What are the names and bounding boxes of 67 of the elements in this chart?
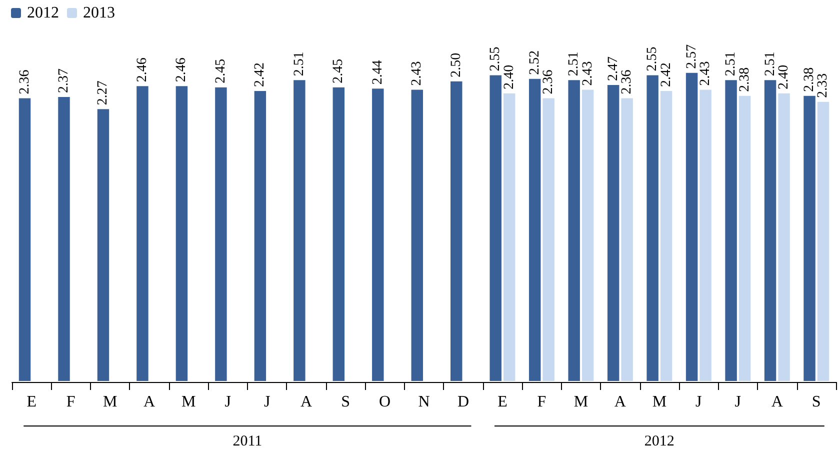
x-tick-label: E [498,394,508,410]
x-tick-label: J [696,394,702,410]
bar [96,108,110,382]
bar [18,97,32,382]
text: 2011 [232,434,262,450]
data-label: 2.57 [684,44,700,69]
data-label: 2.42 [658,62,674,87]
data-label: 2.40 [776,64,792,90]
legend-label: 2012 [27,4,59,22]
data-label: 2.45 [331,58,346,84]
bar [174,85,189,382]
data-label: 2.55 [645,46,660,72]
data-label: 2.37 [56,68,72,94]
x-tick-label: O [378,394,391,410]
bar [450,80,464,382]
legend-label: 2013 [83,4,115,22]
x-tick-label: F [66,394,76,410]
data-label: 2.51 [566,52,582,76]
data-label: 2.36 [541,70,556,94]
bar [332,86,346,382]
x-tick-label: J [734,394,742,410]
data-label: 2.52 [527,50,542,75]
x-tick-label: E [26,394,37,410]
bar [57,96,71,382]
x-tick-label: D [457,394,470,410]
data-label: 2.46 [174,58,190,82]
data-label: 2.27 [96,80,111,106]
x-tick-label: S [341,394,350,410]
data-label: 2.42 [252,62,268,87]
x-tick-label: A [300,394,313,410]
data-label: 2.46 [134,58,150,82]
data-label: 2.38 [802,67,818,92]
data-label: 2.51 [762,52,778,76]
x-tick-label: J [224,394,231,410]
x-tick-label: M [181,394,196,410]
bar [292,79,306,382]
x-tick-label: J [264,394,270,410]
data-label: 2.51 [724,52,739,76]
text: 2012 [644,434,674,450]
x-tick-label: M [574,394,588,410]
x-tick-label: F [537,394,546,410]
data-label: 2.51 [292,52,307,76]
x-tick-label: A [614,394,626,410]
x-tick-label: A [144,394,156,410]
data-label: 2.33 [816,73,831,98]
bar [410,88,424,382]
data-label: 2.55 [488,46,504,72]
data-label: 2.43 [580,61,596,86]
x-tick-label: A [771,394,784,410]
data-label: 2.45 [213,58,228,84]
data-label: 2.36 [620,70,635,94]
bar [371,88,385,382]
x-tick-label: N [418,394,430,410]
data-label: 2.47 [606,56,621,81]
data-label: 2.50 [448,52,464,78]
data-label: 2.38 [737,67,752,92]
bar [136,85,150,382]
data-label: 2.40 [502,64,517,90]
data-label: 2.36 [17,70,32,94]
x-tick-label: M [652,394,667,410]
bar [214,86,228,382]
x-tick-label: M [102,394,118,410]
x-tick-label: S [812,394,821,410]
data-label: 2.43 [698,61,714,86]
data-label: 2.44 [370,60,386,85]
data-label: 2.43 [410,61,425,86]
bar [253,90,268,382]
